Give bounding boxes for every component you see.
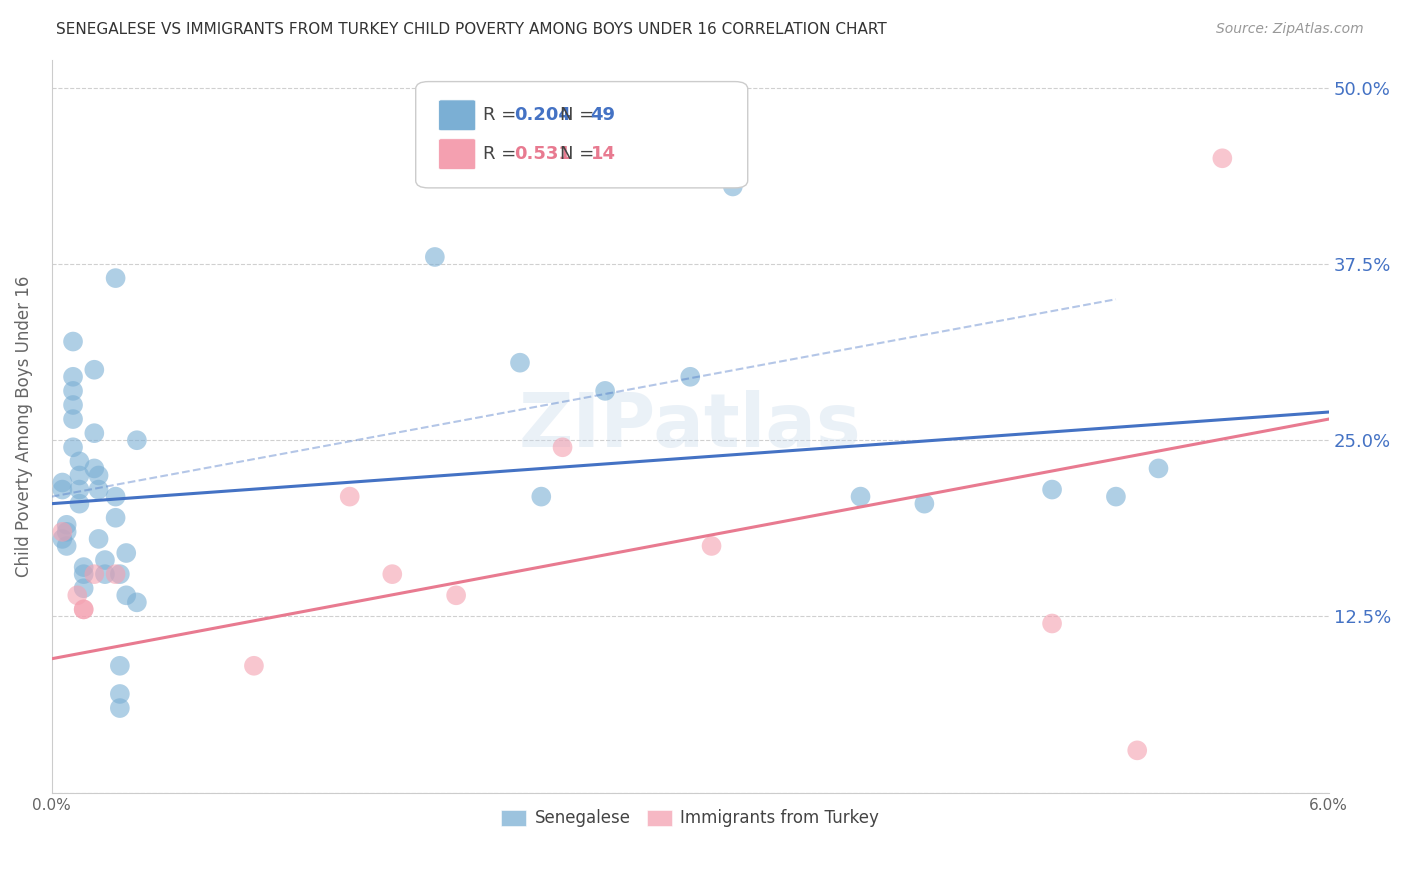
Point bbox=[87, 468, 110, 483]
Text: 14: 14 bbox=[591, 145, 616, 163]
Point bbox=[51, 475, 73, 490]
Point bbox=[73, 581, 96, 595]
Point bbox=[339, 490, 361, 504]
Text: 0.204: 0.204 bbox=[515, 106, 571, 124]
Point bbox=[87, 483, 110, 497]
Point bbox=[73, 560, 96, 574]
Point bbox=[1211, 151, 1233, 165]
Point bbox=[444, 588, 467, 602]
Point bbox=[530, 490, 553, 504]
Point bbox=[108, 701, 131, 715]
Point bbox=[849, 490, 872, 504]
Point bbox=[1040, 483, 1063, 497]
Point bbox=[104, 271, 127, 285]
Point bbox=[912, 497, 935, 511]
Point bbox=[83, 567, 105, 582]
Point bbox=[62, 384, 84, 398]
Point bbox=[1126, 743, 1149, 757]
Point bbox=[55, 524, 77, 539]
Point bbox=[423, 250, 446, 264]
Text: N =: N = bbox=[560, 106, 595, 124]
Text: ZIPatlas: ZIPatlas bbox=[519, 390, 862, 463]
Text: R =: R = bbox=[484, 106, 516, 124]
Point bbox=[125, 595, 148, 609]
Text: Source: ZipAtlas.com: Source: ZipAtlas.com bbox=[1216, 22, 1364, 37]
Point bbox=[721, 179, 744, 194]
Point bbox=[83, 363, 105, 377]
Point bbox=[108, 658, 131, 673]
Point bbox=[67, 483, 90, 497]
Point bbox=[62, 398, 84, 412]
Point bbox=[55, 517, 77, 532]
Point bbox=[108, 687, 131, 701]
Point bbox=[381, 567, 404, 582]
Point bbox=[51, 483, 73, 497]
Point bbox=[115, 546, 138, 560]
Point bbox=[66, 588, 89, 602]
Point bbox=[115, 588, 138, 602]
Point bbox=[67, 454, 90, 468]
Point bbox=[87, 532, 110, 546]
Point bbox=[1040, 616, 1063, 631]
Point bbox=[94, 567, 117, 582]
Point bbox=[243, 658, 266, 673]
Text: N =: N = bbox=[560, 145, 595, 163]
Point bbox=[62, 440, 84, 454]
FancyBboxPatch shape bbox=[439, 100, 475, 131]
Point bbox=[94, 553, 117, 567]
Point bbox=[593, 384, 616, 398]
FancyBboxPatch shape bbox=[416, 81, 748, 188]
Point bbox=[108, 567, 131, 582]
Point bbox=[125, 434, 148, 448]
Point bbox=[679, 369, 702, 384]
Y-axis label: Child Poverty Among Boys Under 16: Child Poverty Among Boys Under 16 bbox=[15, 276, 32, 577]
Legend: Senegalese, Immigrants from Turkey: Senegalese, Immigrants from Turkey bbox=[494, 801, 887, 836]
Text: SENEGALESE VS IMMIGRANTS FROM TURKEY CHILD POVERTY AMONG BOYS UNDER 16 CORRELATI: SENEGALESE VS IMMIGRANTS FROM TURKEY CHI… bbox=[56, 22, 887, 37]
Point bbox=[551, 440, 574, 454]
Point bbox=[67, 497, 90, 511]
Point bbox=[73, 602, 96, 616]
Point bbox=[73, 567, 96, 582]
Point bbox=[73, 602, 96, 616]
Point bbox=[1147, 461, 1170, 475]
Point bbox=[1105, 490, 1128, 504]
FancyBboxPatch shape bbox=[439, 139, 475, 169]
Point bbox=[104, 567, 127, 582]
Point bbox=[509, 356, 531, 370]
Point bbox=[62, 334, 84, 349]
Text: R =: R = bbox=[484, 145, 516, 163]
Point bbox=[51, 532, 73, 546]
Point bbox=[62, 412, 84, 426]
Text: 0.531: 0.531 bbox=[515, 145, 571, 163]
Point bbox=[51, 524, 73, 539]
Text: 49: 49 bbox=[591, 106, 616, 124]
Point bbox=[83, 426, 105, 441]
Point bbox=[67, 468, 90, 483]
Point bbox=[700, 539, 723, 553]
Point bbox=[55, 539, 77, 553]
Point bbox=[62, 369, 84, 384]
Point bbox=[83, 461, 105, 475]
Point bbox=[104, 490, 127, 504]
Point bbox=[104, 510, 127, 524]
